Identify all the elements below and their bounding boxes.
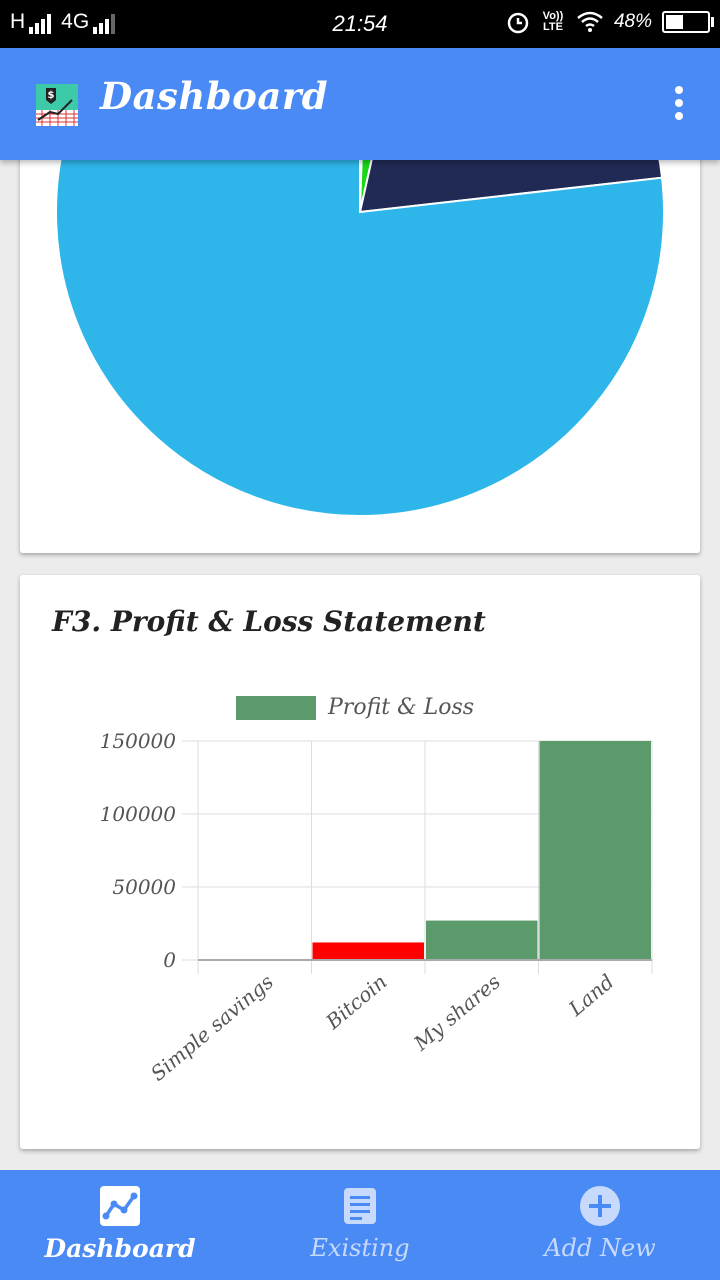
- x-tick-label: Bitcoin: [320, 969, 391, 1034]
- alarm-icon: [507, 12, 529, 34]
- chart-line-icon: [100, 1186, 140, 1226]
- x-tick-label: Land: [563, 969, 618, 1021]
- dollar-chart-icon: $: [36, 84, 78, 126]
- x-tick-label: Simple savings: [146, 969, 278, 1085]
- pie-chart-card: [20, 120, 700, 553]
- chart-legend[interactable]: Profit & Loss: [236, 695, 474, 720]
- clock: 21:54: [332, 11, 388, 36]
- signal-bars-2-icon: [93, 12, 116, 34]
- y-tick-label: 150000: [100, 729, 177, 753]
- bottom-nav: Dashboard Existing Add New: [0, 1170, 720, 1280]
- svg-text:$: $: [48, 90, 55, 101]
- battery-icon: [662, 11, 714, 33]
- bar[interactable]: [312, 942, 425, 960]
- network-h-label: H: [10, 10, 26, 33]
- nav-add-new-label: Add New: [544, 1234, 656, 1262]
- document-icon: [344, 1188, 376, 1224]
- y-tick-label: 0: [163, 948, 176, 972]
- y-tick-label: 50000: [112, 875, 176, 899]
- bar[interactable]: [539, 741, 652, 960]
- nav-existing-label: Existing: [310, 1234, 410, 1262]
- nav-existing[interactable]: Existing: [240, 1170, 480, 1280]
- pie-slice[interactable]: [55, 120, 665, 517]
- status-icons: Vo)) LTE 48%: [506, 10, 714, 34]
- nav-add-new[interactable]: Add New: [480, 1170, 720, 1280]
- network-type-label: 4G: [61, 10, 90, 33]
- wifi-icon: [577, 11, 603, 32]
- more-vert-icon[interactable]: [674, 86, 684, 120]
- legend-swatch: [236, 695, 316, 720]
- card-title: F3. Profit & Loss Statement: [52, 605, 486, 638]
- pie-chart: [55, 120, 665, 517]
- nav-dashboard-label: Dashboard: [44, 1234, 196, 1263]
- volte-label: Vo)) LTE: [542, 10, 564, 33]
- profit-loss-card: F3. Profit & Loss Statement 150000 100000…: [20, 575, 700, 1149]
- add-circle-icon: [580, 1186, 620, 1226]
- nav-dashboard[interactable]: Dashboard: [0, 1170, 240, 1280]
- battery-percent: 48%: [613, 11, 652, 32]
- app-bar: $ Dashboard: [0, 48, 720, 160]
- bar[interactable]: [426, 920, 538, 960]
- legend-label: Profit & Loss: [328, 695, 475, 720]
- signal-area: H 4G: [10, 10, 121, 34]
- page-title: Dashboard: [100, 74, 329, 118]
- signal-bars-icon: [29, 12, 52, 34]
- y-tick-label: 100000: [100, 802, 177, 826]
- status-bar: H 4G 21:54 Vo)) LTE 48%: [0, 0, 720, 48]
- x-tick-label: My shares: [408, 969, 505, 1055]
